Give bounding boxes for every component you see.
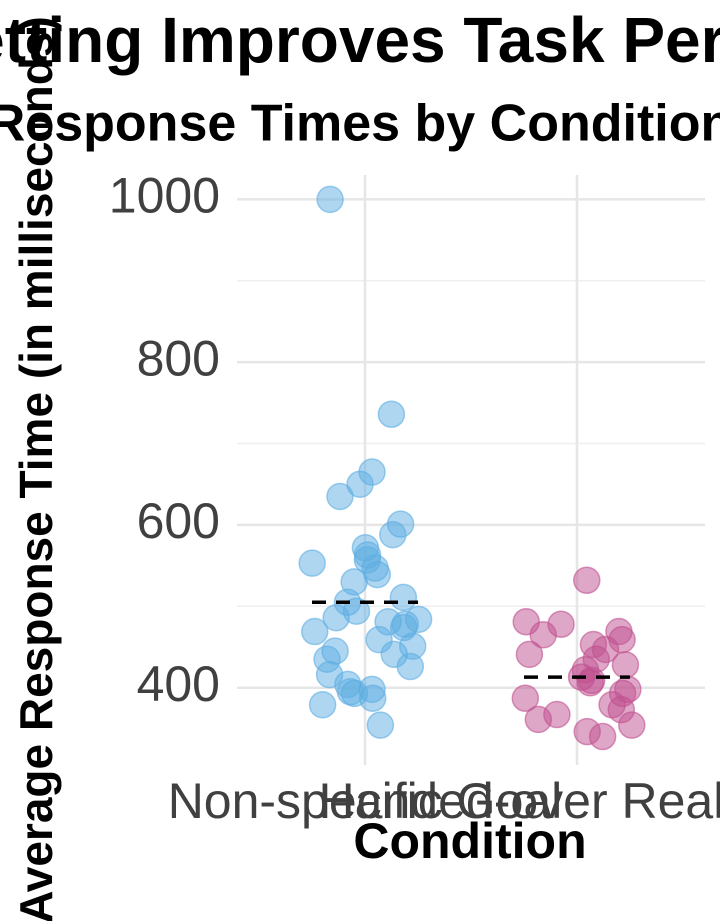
y-tick-label: 800	[137, 330, 220, 386]
x-tick-label: Handed-over Real-time	[319, 773, 720, 829]
data-point	[611, 651, 640, 679]
x-axis-title: Condition	[353, 813, 586, 869]
y-tick-label: 600	[137, 493, 220, 549]
data-point	[322, 603, 350, 632]
data-point	[377, 400, 406, 429]
data-point	[301, 617, 329, 646]
data-point	[588, 722, 617, 751]
data-point	[573, 566, 601, 595]
data-point	[529, 621, 558, 649]
chart-title: Goal Setting Improves Task Performance	[0, 4, 720, 76]
data-point	[524, 705, 553, 734]
data-point	[389, 583, 418, 612]
chart-subtitle: Response Times by Condition	[0, 95, 720, 153]
data-point	[366, 711, 395, 739]
data-point	[326, 482, 354, 511]
data-point	[515, 640, 544, 669]
data-point	[396, 652, 425, 681]
y-tick-label: 1000	[109, 168, 220, 224]
data-point	[316, 185, 344, 214]
data-point	[618, 711, 646, 739]
x-tick-label: Non-specific Goal	[168, 773, 563, 829]
y-axis-title: Average Response Time (in milliseconds)	[10, 16, 62, 921]
data-point	[346, 470, 374, 498]
data-point	[358, 684, 387, 713]
data-point	[511, 684, 540, 713]
data-point	[576, 669, 604, 697]
data-point	[363, 560, 391, 589]
data-point	[379, 520, 407, 549]
y-tick-label: 400	[137, 656, 220, 712]
data-point	[298, 549, 326, 577]
data-point	[308, 691, 337, 719]
